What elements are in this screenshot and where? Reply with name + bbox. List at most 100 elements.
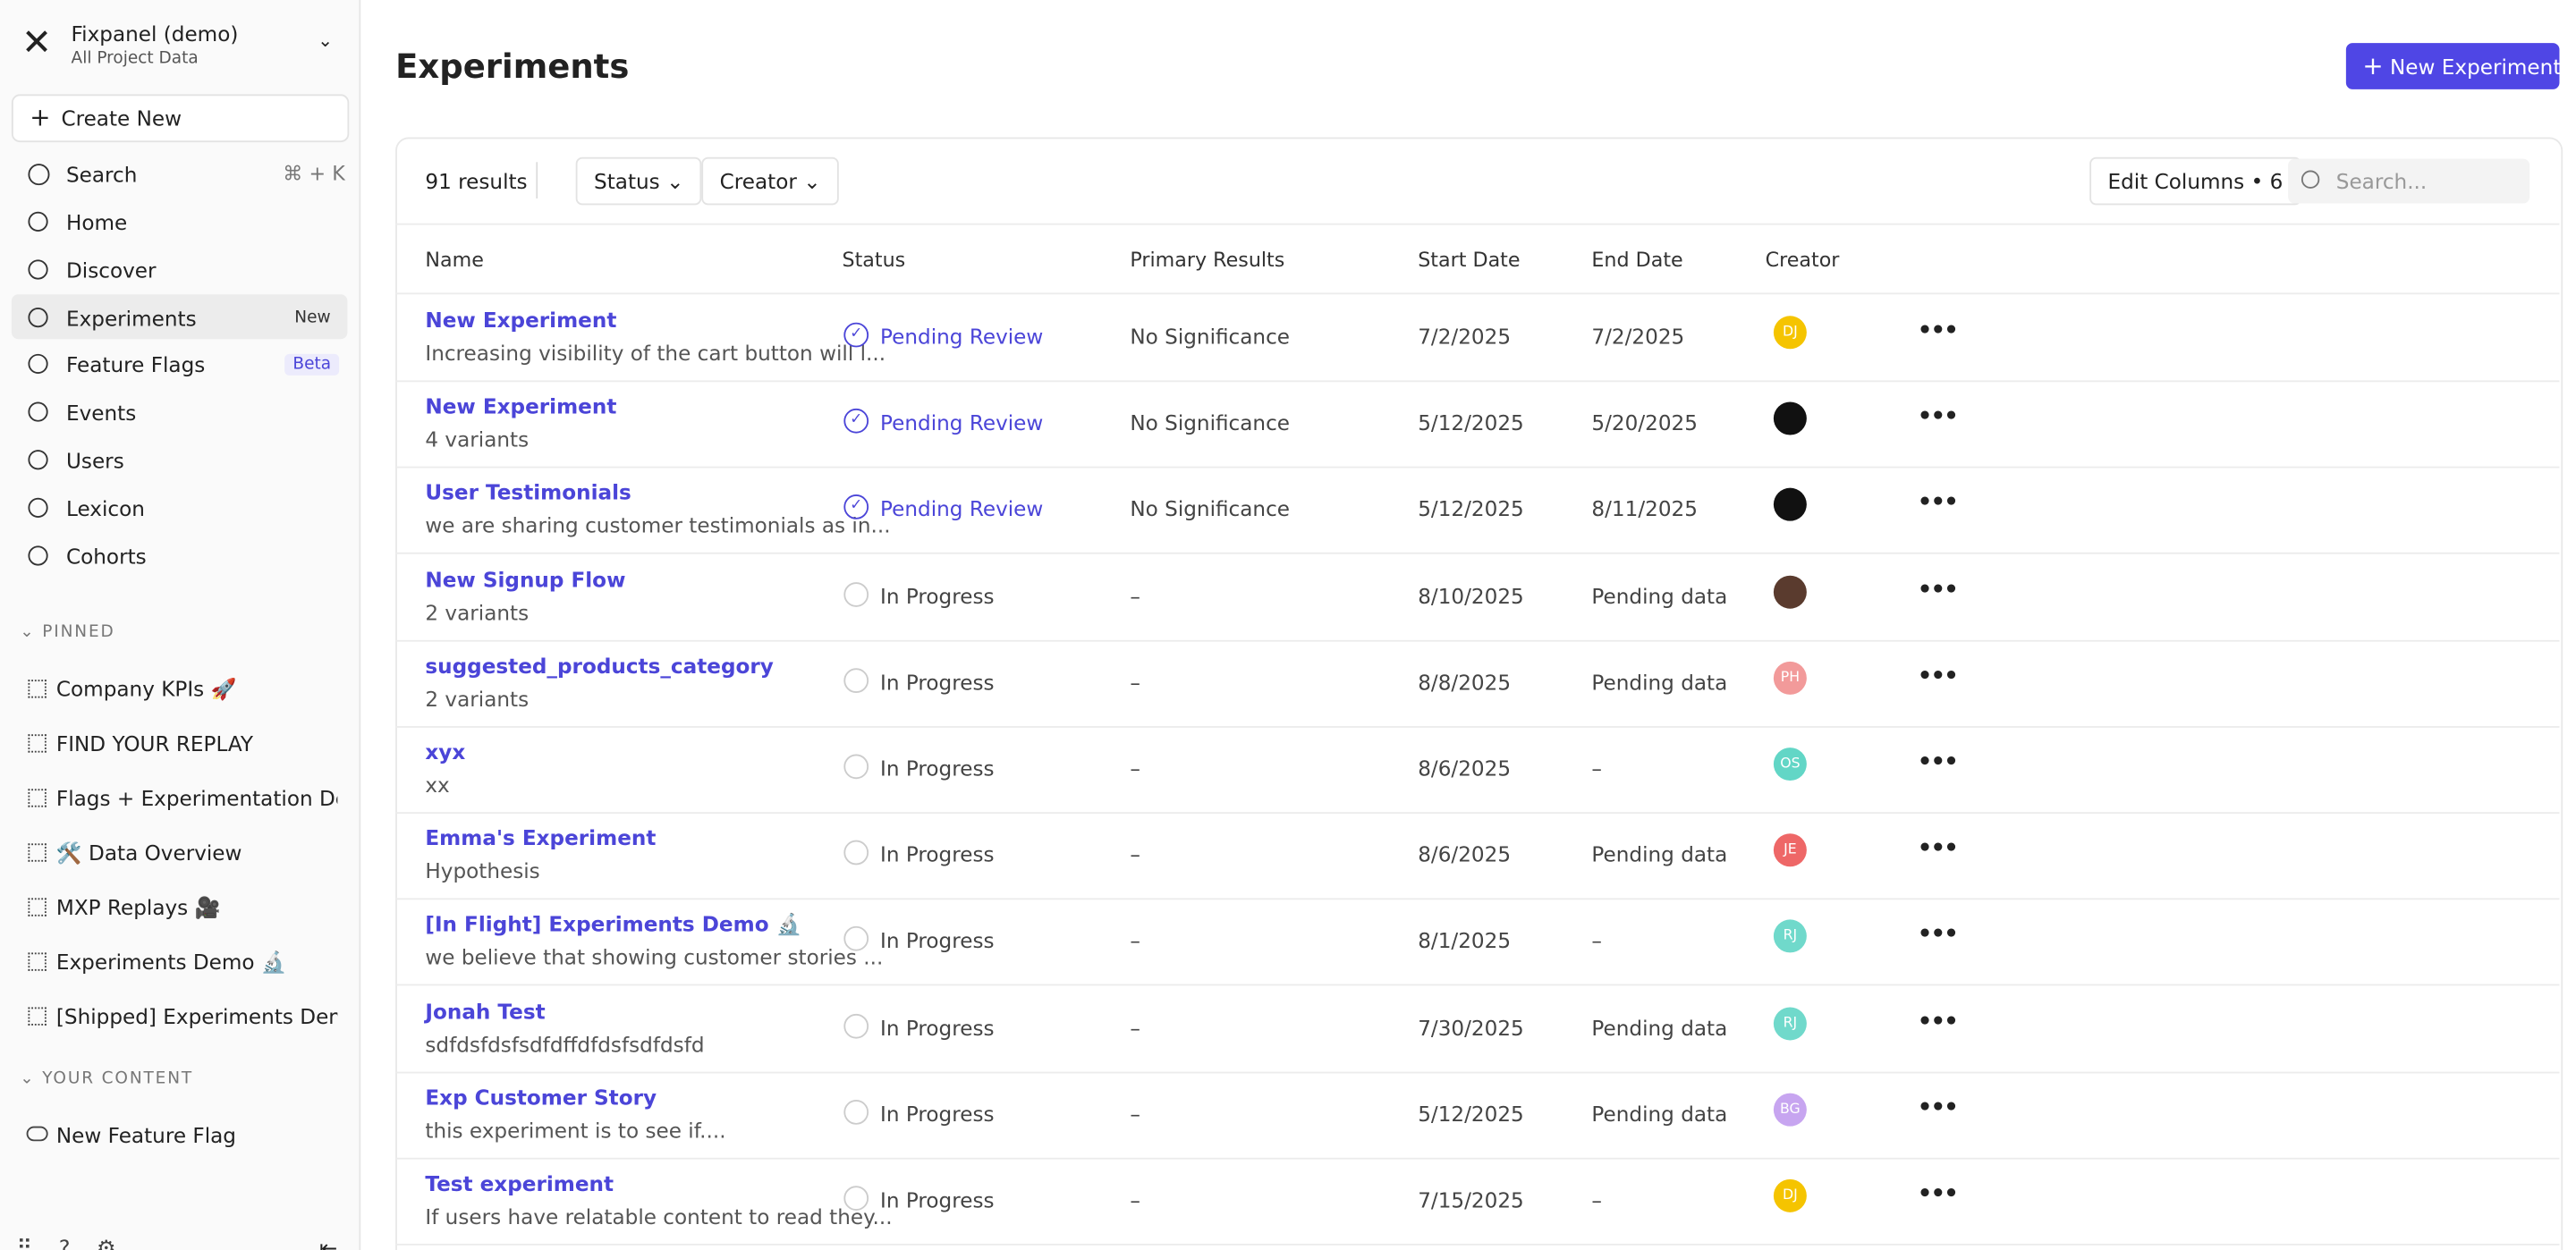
nav-icon xyxy=(28,497,48,518)
nav-badge: Beta xyxy=(284,354,340,376)
pinned-item[interactable]: Experiments Demo 🔬 xyxy=(55,949,287,975)
row-menu[interactable]: ••• xyxy=(1917,403,1959,431)
project-sub: All Project Data xyxy=(71,49,199,68)
status-filter[interactable]: Status ⌄ xyxy=(575,156,702,206)
pinned-icon xyxy=(28,843,47,862)
experiment-name[interactable]: New Signup Flow xyxy=(425,566,626,592)
status-icon xyxy=(843,1099,869,1125)
row-divider xyxy=(395,223,2560,225)
column-header[interactable]: Primary Results xyxy=(1130,248,1285,272)
row-menu[interactable]: ••• xyxy=(1917,663,1959,689)
experiment-name[interactable]: New Experiment xyxy=(425,308,617,333)
start-date: 7/15/2025 xyxy=(1418,1187,1524,1212)
creator-avatar: BG xyxy=(1773,1093,1807,1127)
row-menu[interactable]: ••• xyxy=(1917,490,1959,517)
nav-item[interactable]: Events xyxy=(65,400,137,426)
creator-avatar: PH xyxy=(1773,661,1807,695)
experiment-name[interactable]: New Experiment xyxy=(425,393,617,419)
end-date: 8/11/2025 xyxy=(1591,496,1698,522)
status-icon: ✓ xyxy=(843,322,869,348)
row-menu[interactable]: ••• xyxy=(1917,748,1959,776)
bottom-icons[interactable]: ⠿?⚙ xyxy=(16,1237,143,1250)
create-new-label: Create New xyxy=(61,106,182,131)
primary-result: No Significance xyxy=(1130,324,1291,350)
pinned-item[interactable]: Company KPIs 🚀 xyxy=(55,676,237,702)
primary-result: – xyxy=(1130,756,1140,781)
experiment-name[interactable]: [In Flight] Experiments Demo 🔬 xyxy=(425,911,802,937)
edit-columns-button[interactable]: Edit Columns • 6 xyxy=(2089,156,2301,206)
creator-avatar: DJ xyxy=(1773,1178,1807,1212)
your-content-title-text: YOUR CONTENT xyxy=(42,1069,194,1089)
status-icon xyxy=(843,754,869,780)
filter-label: Creator xyxy=(719,168,797,194)
pinned-icon xyxy=(28,1007,47,1026)
search-box[interactable]: Search... xyxy=(2288,158,2530,204)
experiment-name[interactable]: Test experiment xyxy=(425,1170,614,1196)
nav-item[interactable]: Discover xyxy=(65,258,157,283)
nav-item[interactable]: Experiments xyxy=(65,305,197,331)
status-icon xyxy=(843,840,869,866)
start-date: 8/8/2025 xyxy=(1418,669,1512,695)
row-menu[interactable]: ••• xyxy=(1917,317,1959,344)
experiment-name[interactable]: suggested_products_category xyxy=(425,653,774,679)
project-name[interactable]: Fixpanel (demo) xyxy=(71,21,239,46)
pinned-title: ⌄ PINNED xyxy=(20,623,115,642)
row-menu[interactable]: ••• xyxy=(1917,576,1959,604)
start-date: 5/12/2025 xyxy=(1418,410,1524,435)
experiment-name[interactable]: Exp Customer Story xyxy=(425,1085,657,1110)
content-icon xyxy=(26,1126,48,1142)
column-header[interactable]: Name xyxy=(425,248,484,272)
row-menu[interactable]: ••• xyxy=(1917,922,1959,949)
column-header[interactable]: Status xyxy=(842,248,906,272)
start-date: 8/6/2025 xyxy=(1418,841,1512,867)
content-item[interactable]: New Feature Flag xyxy=(55,1122,236,1148)
experiment-name[interactable]: Emma's Experiment xyxy=(425,825,657,851)
search-label[interactable]: Search xyxy=(65,162,138,188)
pinned-item[interactable]: FIND YOUR REPLAY xyxy=(55,731,254,756)
creator-filter[interactable]: Creator ⌄ xyxy=(701,156,839,206)
nav-icon xyxy=(28,401,48,423)
column-header[interactable]: Start Date xyxy=(1418,248,1521,272)
nav-icon xyxy=(28,450,48,470)
status-icon xyxy=(843,1013,869,1038)
nav-icon xyxy=(28,307,48,327)
status-icon: ✓ xyxy=(843,494,869,520)
primary-result: – xyxy=(1130,583,1140,608)
row-menu[interactable]: ••• xyxy=(1917,835,1959,863)
row-menu[interactable]: ••• xyxy=(1917,1180,1959,1208)
experiment-name[interactable]: xyx xyxy=(425,739,466,764)
project-chevron[interactable]: ⌄ xyxy=(318,30,334,52)
pinned-item[interactable]: [Shipped] Experiments Demo ✅ xyxy=(55,1003,337,1029)
row-divider xyxy=(395,380,2560,383)
primary-result: – xyxy=(1130,669,1140,695)
pinned-item[interactable]: 🛠️ Data Overview xyxy=(55,840,242,866)
experiment-name[interactable]: Jonah Test xyxy=(425,998,546,1024)
row-menu[interactable]: ••• xyxy=(1917,1094,1959,1121)
page-title: Experiments xyxy=(395,46,630,87)
column-header[interactable]: End Date xyxy=(1591,248,1683,272)
new-experiment-button[interactable]: + New Experiment xyxy=(2345,43,2561,89)
experiment-desc: xx xyxy=(425,772,450,798)
nav-item[interactable]: Home xyxy=(65,209,128,235)
experiment-name[interactable]: User Testimonials xyxy=(425,480,631,505)
nav-item[interactable]: Feature Flags xyxy=(65,352,206,378)
pinned-item[interactable]: Flags + Experimentation Demo xyxy=(55,785,337,811)
create-new-button[interactable]: + Create New xyxy=(11,94,350,143)
row-divider xyxy=(395,466,2560,469)
nav-item[interactable]: Lexicon xyxy=(65,495,145,521)
collapse-icon[interactable]: ⇤ xyxy=(318,1237,338,1250)
row-menu[interactable]: ••• xyxy=(1917,1008,1959,1035)
nav-item[interactable]: Users xyxy=(65,448,124,474)
pinned-item[interactable]: MXP Replays 🎥 xyxy=(55,894,221,920)
experiment-desc: sdfdsfdsfsdfdffdfdsfsdfdsfd xyxy=(425,1031,705,1057)
nav-icon xyxy=(28,211,48,232)
row-divider xyxy=(395,1157,2560,1160)
status-text: Pending Review xyxy=(880,324,1044,350)
filter-label: Status xyxy=(594,168,660,194)
end-date: Pending data xyxy=(1591,669,1728,695)
pinned-icon xyxy=(28,952,47,971)
end-date: 5/20/2025 xyxy=(1591,410,1698,435)
nav-item[interactable]: Cohorts xyxy=(65,543,147,569)
edit-columns-label: Edit Columns • 6 xyxy=(2107,168,2284,194)
